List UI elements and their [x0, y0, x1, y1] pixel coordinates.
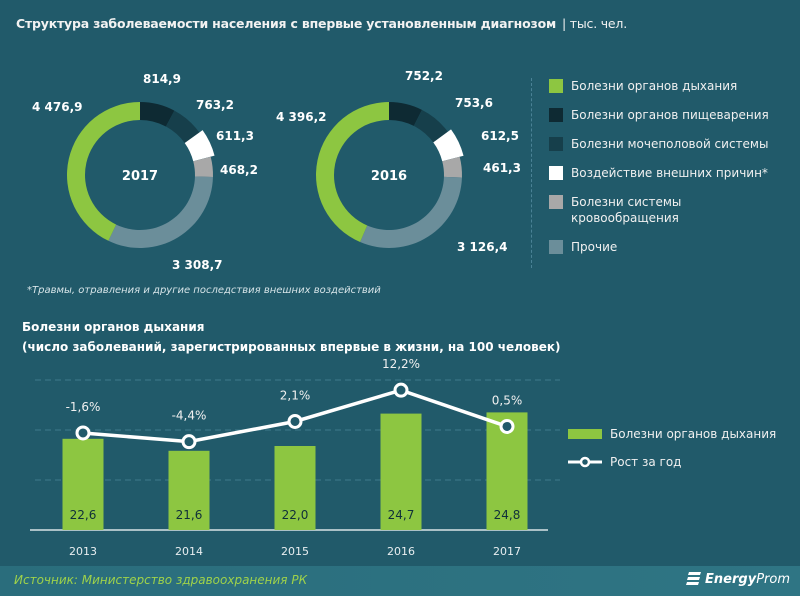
footer: Источник: Министерство здравоохранения Р… [0, 566, 800, 596]
legend-item-line: Рост за год [568, 453, 776, 471]
donut-value-label: 763,2 [196, 98, 234, 112]
legend-item-external: Воздействие внешних причин* [549, 165, 799, 181]
donut-slice [315, 102, 389, 243]
donut-center-label: 2017 [122, 169, 158, 184]
donut-slice [67, 102, 140, 241]
legend-swatch [549, 137, 563, 151]
legend-item-bars: Болезни органов дыхания [568, 425, 776, 443]
donut-slice [360, 176, 462, 248]
bar-chart-title: Болезни органов дыхания (число заболеван… [22, 317, 561, 357]
growth-point [287, 413, 303, 429]
brand-logo: Energy Prom [686, 571, 790, 587]
source-text: Источник: Министерство здравоохранения Р… [14, 573, 308, 587]
bar [168, 450, 210, 530]
growth-point [393, 382, 409, 398]
donut-value-label: 4 396,2 [276, 110, 326, 124]
legend-label: Болезни системы кровообращения [571, 195, 682, 225]
legend-item-genitourinary: Болезни мочеполовой системы [549, 136, 799, 152]
legend-item-other: Прочие [549, 239, 799, 255]
donut-value-label: 753,6 [455, 96, 493, 110]
donut-slice [413, 109, 448, 143]
bar-value-label: 22,0 [282, 508, 309, 522]
energyprom-logo-icon [686, 572, 702, 585]
bar [274, 446, 316, 530]
brand-bold: Energy [705, 571, 757, 587]
footnote: *Травмы, отравления и другие последствия… [27, 285, 381, 296]
page-title: Структура заболеваемости населения с впе… [16, 16, 627, 31]
bar-chart-legend: Болезни органов дыхания Рост за год [568, 425, 776, 481]
bar-value-label: 22,6 [70, 508, 97, 522]
legend-label: Болезни органов дыхания [610, 427, 777, 441]
bar-chart-title-text: Болезни органов дыхания [22, 320, 205, 334]
growth-value-label: 0,5% [492, 393, 523, 407]
growth-value-label: 2,1% [280, 388, 311, 402]
donut-slice [140, 102, 175, 127]
title-text: Структура заболеваемости населения с впе… [16, 16, 556, 31]
bar-swatch-icon [568, 429, 602, 439]
legend-label: Болезни органов дыхания [571, 79, 738, 93]
donut-value-label: 3 308,7 [172, 258, 222, 272]
legend-item-respiratory: Болезни органов дыхания [549, 78, 799, 94]
title-unit: | тыс. чел. [561, 16, 627, 31]
growth-point [499, 418, 515, 434]
donut-slice [165, 110, 200, 143]
legend-divider [531, 78, 532, 268]
x-tick-label: 2015 [281, 545, 309, 558]
donut-slice [389, 102, 422, 126]
legend-swatch [549, 240, 563, 254]
growth-value-label: -1,6% [66, 400, 101, 414]
donut-legend: Болезни органов дыхания Болезни органов … [549, 78, 799, 268]
donut-slice [184, 130, 215, 162]
growth-point [75, 425, 91, 441]
legend-label: Болезни мочеполовой системы [571, 137, 769, 151]
bar-value-label: 21,6 [176, 508, 203, 522]
brand-rest: Prom [756, 571, 790, 587]
line-marker-icon [568, 456, 602, 468]
donut-value-label: 612,5 [481, 129, 519, 143]
donut-slice [433, 129, 464, 162]
growth-value-label: -4,4% [172, 409, 207, 423]
legend-label: Болезни органов пищеварения [571, 108, 769, 122]
x-tick-label: 2017 [493, 545, 521, 558]
donut-value-label: 4 476,9 [32, 100, 82, 114]
legend-label: Рост за год [610, 455, 682, 469]
bar [62, 438, 104, 530]
donut-slice [442, 156, 462, 178]
growth-value-label: 12,2% [382, 357, 420, 371]
legend-swatch [549, 79, 563, 93]
growth-point [181, 434, 197, 450]
donut-value-label: 468,2 [220, 163, 258, 177]
legend-label: Воздействие внешних причин* [571, 166, 768, 180]
bar-value-label: 24,7 [388, 508, 415, 522]
donut-slice [193, 156, 214, 178]
bar-value-label: 24,8 [494, 508, 521, 522]
donut-value-label: 461,3 [483, 161, 521, 175]
legend-swatch [549, 195, 563, 209]
legend-label: Прочие [571, 240, 618, 254]
x-tick-label: 2016 [387, 545, 415, 558]
donut-center-label: 2016 [371, 169, 407, 184]
donut-value-label: 3 126,4 [457, 240, 507, 254]
legend-item-circulatory: Болезни системы кровообращения [549, 194, 799, 226]
bar-chart-subtitle: (число заболеваний, зарегистрированных в… [22, 340, 561, 354]
charts-canvas: 2017 4 476,9 814,9 763,2 611,3 468,2 3 308,7 20… [30, 69, 560, 558]
donut-value-label: 814,9 [143, 72, 181, 86]
legend-item-digestive: Болезни органов пищеварения [549, 107, 799, 123]
donut-value-label: 752,2 [405, 69, 443, 83]
bar [380, 413, 422, 530]
x-tick-label: 2013 [69, 545, 97, 558]
donut-slice [108, 176, 213, 248]
x-tick-label: 2014 [175, 545, 203, 558]
legend-swatch [549, 108, 563, 122]
donut-value-label: 611,3 [216, 129, 254, 143]
legend-swatch [549, 166, 563, 180]
